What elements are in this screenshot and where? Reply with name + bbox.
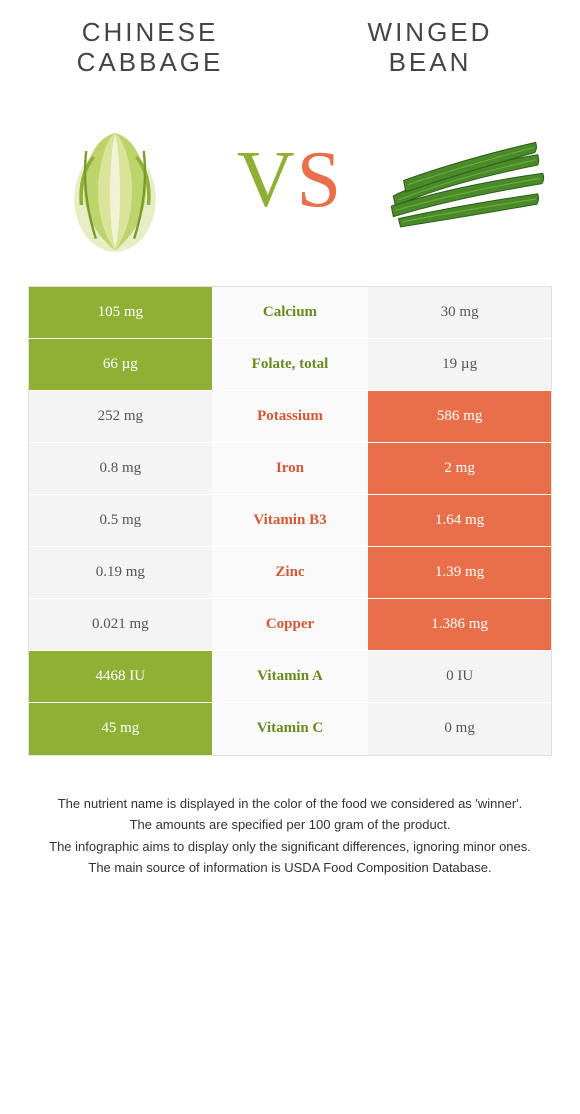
nutrient-name: Zinc [212, 547, 369, 598]
table-row: 4468 IUVitamin A0 IU [29, 651, 551, 703]
left-food-title: Chinese cabbage [50, 18, 250, 78]
nutrient-table: 105 mgCalcium30 mg66 µgFolate, total19 µ… [28, 286, 552, 756]
right-value: 0 mg [368, 703, 551, 755]
nutrient-name: Folate, total [212, 339, 369, 390]
right-value: 0 IU [368, 651, 551, 702]
right-value: 2 mg [368, 443, 551, 494]
footnote-line: The amounts are specified per 100 gram o… [20, 815, 560, 835]
nutrient-name: Iron [212, 443, 369, 494]
nutrient-name: Copper [212, 599, 369, 650]
left-value: 0.021 mg [29, 599, 212, 650]
right-value: 1.39 mg [368, 547, 551, 598]
vs-label: VS [237, 135, 343, 226]
nutrient-name: Calcium [212, 287, 369, 338]
right-food-image [380, 101, 550, 261]
table-row: 0.021 mgCopper1.386 mg [29, 599, 551, 651]
nutrient-name: Potassium [212, 391, 369, 442]
left-value: 66 µg [29, 339, 212, 390]
right-value: 586 mg [368, 391, 551, 442]
right-value: 19 µg [368, 339, 551, 390]
table-row: 105 mgCalcium30 mg [29, 287, 551, 339]
left-value: 0.8 mg [29, 443, 212, 494]
left-value: 45 mg [29, 703, 212, 755]
right-food-title: Winged bean [330, 18, 530, 78]
left-value: 4468 IU [29, 651, 212, 702]
vs-v: V [237, 135, 297, 226]
images-row: VS [0, 86, 580, 286]
footnote-line: The infographic aims to display only the… [20, 837, 560, 857]
header: Chinese cabbage Winged bean [0, 0, 580, 86]
table-row: 252 mgPotassium586 mg [29, 391, 551, 443]
right-value: 1.386 mg [368, 599, 551, 650]
table-row: 0.19 mgZinc1.39 mg [29, 547, 551, 599]
table-row: 45 mgVitamin C0 mg [29, 703, 551, 755]
left-value: 0.19 mg [29, 547, 212, 598]
nutrient-name: Vitamin A [212, 651, 369, 702]
table-row: 0.8 mgIron2 mg [29, 443, 551, 495]
right-value: 1.64 mg [368, 495, 551, 546]
table-row: 0.5 mgVitamin B31.64 mg [29, 495, 551, 547]
footnotes: The nutrient name is displayed in the co… [20, 794, 560, 878]
footnote-line: The nutrient name is displayed in the co… [20, 794, 560, 814]
left-value: 252 mg [29, 391, 212, 442]
right-value: 30 mg [368, 287, 551, 338]
footnote-line: The main source of information is USDA F… [20, 858, 560, 878]
nutrient-name: Vitamin C [212, 703, 369, 755]
left-food-image [30, 101, 200, 261]
left-value: 0.5 mg [29, 495, 212, 546]
nutrient-name: Vitamin B3 [212, 495, 369, 546]
vs-s: S [297, 135, 344, 226]
table-row: 66 µgFolate, total19 µg [29, 339, 551, 391]
left-value: 105 mg [29, 287, 212, 338]
